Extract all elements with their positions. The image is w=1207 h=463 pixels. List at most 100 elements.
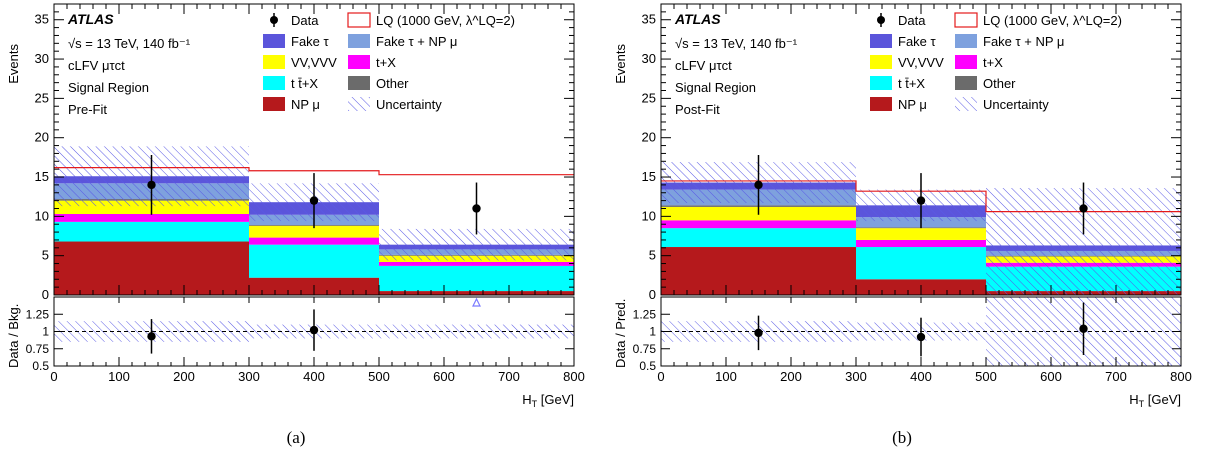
panel-caption: (b) xyxy=(892,428,912,447)
legend-label: t t̄+X xyxy=(898,76,925,91)
info-line: Post-Fit xyxy=(675,102,720,117)
ratio-point xyxy=(1079,324,1088,333)
y-tick-label: 15 xyxy=(642,169,656,184)
legend-swatch xyxy=(870,55,892,69)
legend-swatch xyxy=(955,34,977,48)
data-point xyxy=(916,196,926,205)
ratio-y-tick-label: 1 xyxy=(649,325,656,339)
info-line: Signal Region xyxy=(68,80,149,95)
ratio-y-tick-label: 1.25 xyxy=(633,307,657,321)
experiment-label: ATLAS xyxy=(67,11,114,27)
legend-swatch xyxy=(954,12,978,28)
legend-swatch xyxy=(347,12,371,28)
y-tick-label: 10 xyxy=(642,208,656,223)
x-tick-label: 100 xyxy=(715,369,737,384)
ratio-y-tick-label: 0.75 xyxy=(26,342,50,356)
x-tick-label: 0 xyxy=(50,369,57,384)
y-tick-label: 20 xyxy=(35,130,49,145)
data-point xyxy=(472,204,481,213)
legend-swatch xyxy=(870,97,892,111)
x-tick-label: 300 xyxy=(845,369,867,384)
ratio-y-tick-label: 1 xyxy=(42,325,49,339)
legend-label: NP μ xyxy=(898,97,927,112)
legend-label: Data xyxy=(291,13,319,28)
y-tick-label: 35 xyxy=(35,12,49,27)
y-tick-label: 15 xyxy=(35,169,49,184)
x-axis-label-unit: [GeV] xyxy=(537,392,574,407)
y-tick-label: 0 xyxy=(42,287,49,302)
panel-caption: (a) xyxy=(287,428,306,447)
x-tick-label: 200 xyxy=(780,369,802,384)
y-tick-label: 30 xyxy=(35,51,49,66)
info-line: cLFV μτct xyxy=(675,58,732,73)
y-tick-label: 0 xyxy=(649,287,656,302)
ratio-y-tick-label: 1.25 xyxy=(26,307,50,321)
x-tick-label: 100 xyxy=(108,369,130,384)
x-axis-label-main: H xyxy=(1129,392,1138,407)
stack-bar xyxy=(54,213,249,222)
legend-label: Fake τ + NP μ xyxy=(376,34,457,49)
legend-swatch xyxy=(263,34,285,48)
data-point xyxy=(309,196,319,205)
stack-bar xyxy=(856,228,986,240)
y-tick-label: 35 xyxy=(642,12,656,27)
legend-swatch xyxy=(955,76,977,90)
stack-bar xyxy=(379,261,574,266)
x-axis-label-sub: T xyxy=(1139,399,1145,409)
x-tick-label: 500 xyxy=(368,369,390,384)
legend-swatch xyxy=(955,55,977,69)
y-tick-label: 5 xyxy=(42,248,49,263)
ratio-y-axis-label: Data / Bkg. xyxy=(6,304,21,368)
stack-bar xyxy=(856,239,986,248)
x-tick-label: 700 xyxy=(498,369,520,384)
y-tick-label: 25 xyxy=(35,90,49,105)
legend-label: Fake τ + NP μ xyxy=(983,34,1064,49)
info-line: √s = 13 TeV, 140 fb⁻¹ xyxy=(68,36,191,51)
stack-bar xyxy=(54,241,249,295)
ratio-point xyxy=(309,325,319,335)
x-tick-label: 700 xyxy=(1105,369,1127,384)
x-tick-label: 800 xyxy=(563,369,585,384)
legend-label: Other xyxy=(983,76,1016,91)
legend-swatch xyxy=(877,16,885,24)
legend-label: NP μ xyxy=(291,97,320,112)
info-line: Pre-Fit xyxy=(68,102,107,117)
signal-line xyxy=(54,166,574,176)
legend-label: t+X xyxy=(376,55,396,70)
x-tick-label: 500 xyxy=(975,369,997,384)
stack-bar xyxy=(379,291,574,295)
legend-swatch xyxy=(263,55,285,69)
legend-label: LQ (1000 GeV, λ^LQ=2) xyxy=(376,13,515,28)
x-axis-label: HT [GeV] xyxy=(1129,392,1181,409)
legend-swatch xyxy=(263,97,285,111)
y-tick-label: 25 xyxy=(642,90,656,105)
legend-swatch xyxy=(348,34,370,48)
x-tick-label: 0 xyxy=(657,369,664,384)
stack-bar xyxy=(54,221,249,242)
legend-swatch xyxy=(348,76,370,90)
ratio-y-axis-label: Data / Pred. xyxy=(613,299,628,368)
legend-swatch xyxy=(263,76,285,90)
ratio-overflow-marker xyxy=(472,297,481,307)
info-line: cLFV μτct xyxy=(68,58,125,73)
legend-label: t+X xyxy=(983,55,1003,70)
stack-bar xyxy=(249,244,379,278)
legend-label: t t̄+X xyxy=(291,76,318,91)
legend-label: Fake τ xyxy=(898,34,937,49)
legend-label: Uncertainty xyxy=(376,97,442,112)
x-tick-label: 600 xyxy=(1040,369,1062,384)
info-line: √s = 13 TeV, 140 fb⁻¹ xyxy=(675,36,798,51)
legend-label: VV,VVV xyxy=(291,55,337,70)
x-tick-label: 800 xyxy=(1170,369,1192,384)
x-tick-label: 400 xyxy=(303,369,325,384)
legend-swatch xyxy=(270,16,278,24)
legend-swatch xyxy=(870,34,892,48)
x-tick-label: 600 xyxy=(433,369,455,384)
ratio-point xyxy=(916,332,926,342)
legend-swatch xyxy=(870,76,892,90)
stack-bar xyxy=(661,220,856,229)
ratio-point xyxy=(754,328,763,338)
x-tick-label: 300 xyxy=(238,369,260,384)
